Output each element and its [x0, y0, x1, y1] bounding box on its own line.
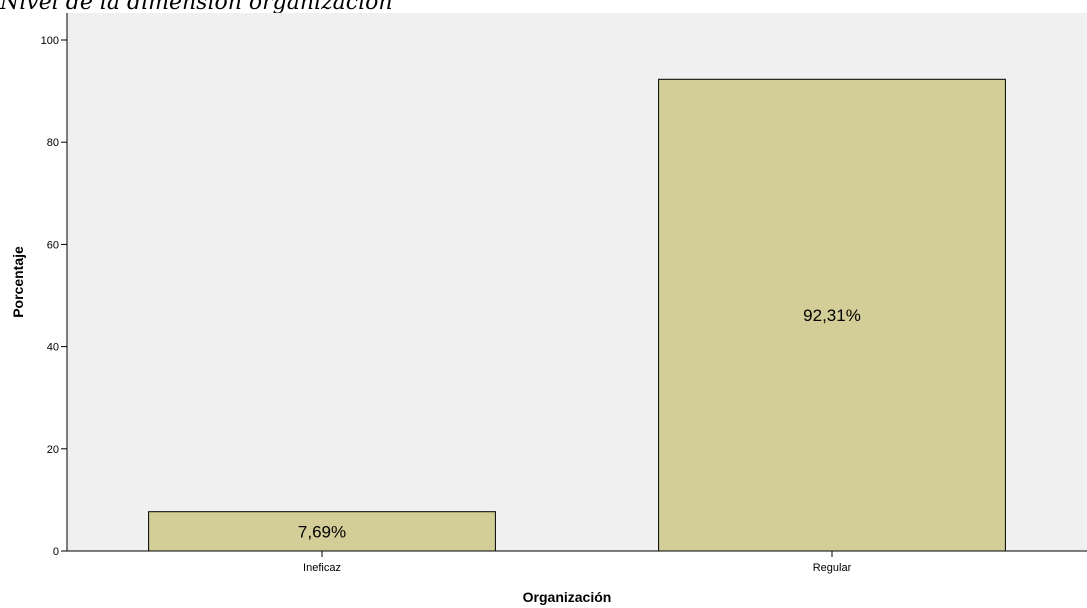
- bars-group: 7,69% 92,31%: [148, 78, 1006, 552]
- y-axis: 0 20 40 60 80 100: [41, 13, 68, 558]
- y-axis-label: Porcentaje: [10, 246, 26, 318]
- data-label-ineficaz: 7,69%: [298, 522, 346, 541]
- x-axis-label: Organización: [523, 589, 612, 605]
- chart-title: Nivel de la dimensión organización: [0, 0, 393, 15]
- x-tick-label: Ineficaz: [303, 562, 341, 574]
- x-axis: Ineficaz Regular: [67, 550, 1087, 574]
- data-label-regular: 92,31%: [803, 306, 861, 325]
- y-tick-label: 20: [47, 444, 59, 456]
- y-tick-label: 0: [53, 546, 59, 558]
- y-tick-label: 100: [41, 35, 59, 47]
- bar-regular: [658, 78, 1006, 552]
- bar-ineficaz: [148, 511, 496, 552]
- x-tick-label: Regular: [813, 562, 852, 574]
- y-tick-label: 80: [47, 137, 59, 149]
- y-tick-label: 60: [47, 239, 59, 251]
- y-tick-label: 40: [47, 342, 59, 354]
